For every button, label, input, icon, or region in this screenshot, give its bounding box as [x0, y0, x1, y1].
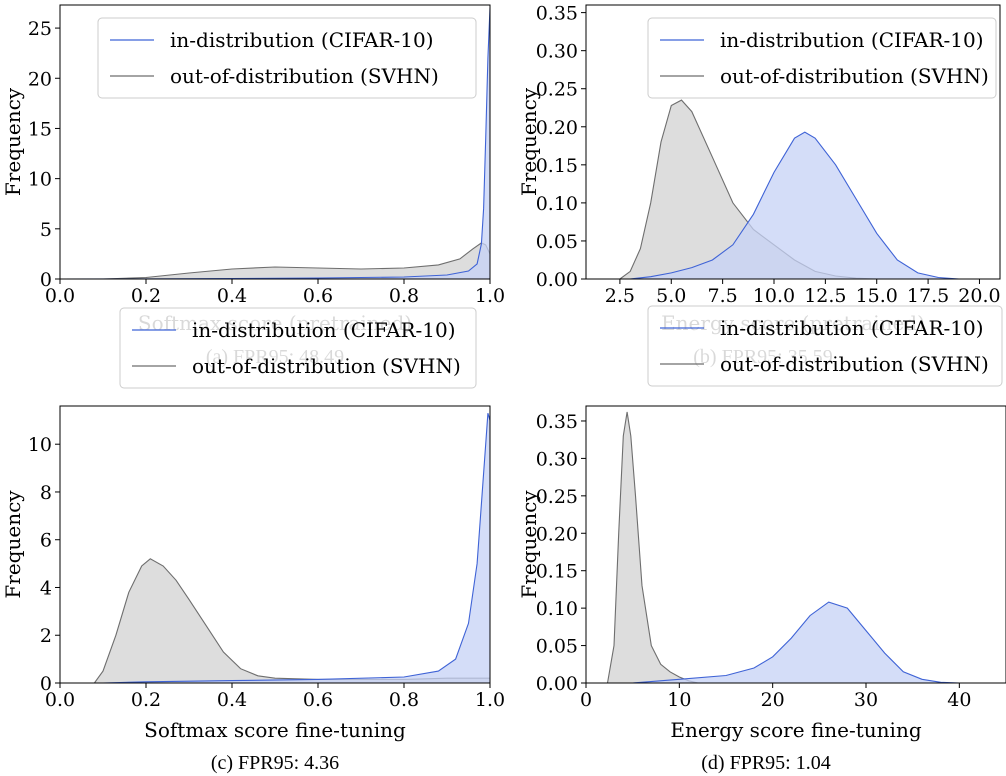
y-axis-label: Frequency: [517, 490, 541, 599]
y-tick-label: 0.10: [536, 193, 578, 215]
y-tick-label: 0.30: [536, 41, 578, 63]
in-distribution-line: [632, 601, 960, 683]
y-tick-label: 0: [40, 673, 52, 695]
x-tick-label: 5.0: [656, 285, 686, 307]
x-tick-label: 15.0: [856, 285, 898, 307]
y-tick-label: 8: [40, 482, 52, 504]
x-tick-label: 0.8: [389, 285, 419, 307]
x-axis-label: Softmax score fine-tuning: [144, 718, 406, 742]
out-of-distribution-area: [103, 242, 490, 279]
y-tick-label: 4: [40, 577, 52, 599]
x-axis-label: Energy score fine-tuning: [670, 718, 921, 742]
y-tick-label: 0.20: [536, 117, 578, 139]
y-tick-label: 0.05: [536, 636, 578, 658]
y-tick-label: 0.35: [536, 411, 578, 433]
legend: in-distribution (CIFAR-10) out-of-distrib…: [647, 17, 997, 99]
y-tick-label: 15: [28, 118, 52, 140]
legend-label: in-distribution (CIFAR-10): [170, 28, 434, 52]
out-of-distribution-line: [102, 242, 490, 279]
y-tick-label: 0.20: [536, 523, 578, 545]
x-tick-label: 10.0: [753, 285, 795, 307]
x-tick-label: 0.0: [45, 285, 75, 307]
legend-label: out-of-distribution (SVHN): [720, 352, 989, 376]
y-tick-label: 0.25: [536, 486, 578, 508]
legend-box: [647, 17, 997, 99]
legend-label: in-distribution (CIFAR-10): [720, 316, 984, 340]
axes-frame: [59, 4, 491, 280]
axes-frame: [585, 4, 1001, 280]
x-tick-label: 0.6: [303, 689, 333, 711]
chart-panel-d: 0 10 20 30 40 0.00 0.05 0.10 0.15 0.20 0.25 0.30 0.3…: [517, 305, 1006, 774]
y-tick-label: 0.00: [536, 269, 578, 291]
x-tick-label: 1.0: [475, 285, 505, 307]
x-tick-label: 0.4: [217, 285, 247, 307]
legend-label: in-distribution (CIFAR-10): [720, 28, 984, 52]
x-tick-label: 0.4: [217, 689, 247, 711]
subfigure-caption: (c) FPR95: 4.36: [211, 752, 339, 774]
x-tick-label: 40: [947, 689, 971, 711]
out-of-distribution-area: [94, 558, 490, 683]
out-of-distribution-area: [607, 412, 698, 683]
y-tick-label: 0.30: [536, 448, 578, 470]
y-tick-label: 0.10: [536, 598, 578, 620]
x-tick-label: 0.8: [389, 689, 419, 711]
plot-area: [606, 411, 960, 683]
x-tick-label: 0: [580, 689, 592, 711]
y-tick-label: 2: [40, 625, 52, 647]
plot-area: [619, 99, 959, 279]
in-distribution-area: [630, 132, 959, 279]
subfigure-caption: (d) FPR95: 1.04: [701, 752, 830, 774]
y-tick-label: 6: [40, 530, 52, 552]
y-tick-label: 5: [40, 219, 52, 241]
y-tick-label: 10: [28, 169, 52, 191]
y-tick-label: 0.15: [536, 561, 578, 583]
x-tick-label: 17.5: [907, 285, 949, 307]
legend-label: out-of-distribution (SVHN): [192, 354, 461, 378]
in-distribution-line: [102, 413, 490, 683]
y-tick-label: 0.15: [536, 155, 578, 177]
y-tick-label: 10: [28, 434, 52, 456]
x-tick-label: 1.0: [475, 689, 505, 711]
y-tick-label: 0.35: [536, 3, 578, 25]
x-tick-label: 2.5: [605, 285, 635, 307]
out-of-distribution-area: [619, 100, 877, 279]
chart-panel-c: 0.0 0.2 0.4 0.6 0.8 1.0 0 2 4 6 8 10 Softmax score f…: [1, 307, 505, 774]
x-tick-label: 0.0: [45, 689, 75, 711]
y-tick-label: 0.05: [536, 231, 578, 253]
axes-frame: [59, 405, 491, 684]
in-distribution-area: [632, 602, 960, 683]
y-axis-label: Frequency: [1, 87, 25, 196]
y-tick-label: 0.25: [536, 79, 578, 101]
legend: in-distribution (CIFAR-10) out-of-distrib…: [119, 307, 477, 389]
axes-frame: [585, 405, 1006, 684]
x-tick-label: 20.0: [958, 285, 1000, 307]
legend-box: [119, 307, 477, 389]
legend-label: out-of-distribution (SVHN): [720, 64, 989, 88]
y-tick-label: 25: [28, 18, 52, 40]
x-tick-label: 0.2: [131, 689, 161, 711]
plot-area: [93, 413, 490, 683]
in-distribution-line: [630, 131, 959, 279]
legend-label: out-of-distribution (SVHN): [170, 64, 439, 88]
y-axis-label: Frequency: [1, 490, 25, 599]
legend-box: [97, 17, 477, 99]
x-tick-label: 0.6: [303, 285, 333, 307]
x-tick-label: 7.5: [708, 285, 738, 307]
legend: in-distribution (CIFAR-10) out-of-distrib…: [647, 305, 1003, 387]
x-tick-label: 12.5: [804, 285, 846, 307]
y-tick-label: 0.00: [536, 673, 578, 695]
y-axis-label: Frequency: [517, 87, 541, 196]
x-tick-label: 20: [761, 689, 785, 711]
y-tick-label: 0: [40, 269, 52, 291]
x-tick-label: 10: [667, 689, 691, 711]
legend: in-distribution (CIFAR-10) out-of-distrib…: [97, 17, 477, 99]
x-tick-label: 30: [854, 689, 878, 711]
out-of-distribution-line: [606, 411, 699, 683]
x-tick-label: 0.2: [131, 285, 161, 307]
y-tick-label: 20: [28, 68, 52, 90]
legend-box: [647, 305, 1003, 387]
legend-label: in-distribution (CIFAR-10): [192, 318, 456, 342]
